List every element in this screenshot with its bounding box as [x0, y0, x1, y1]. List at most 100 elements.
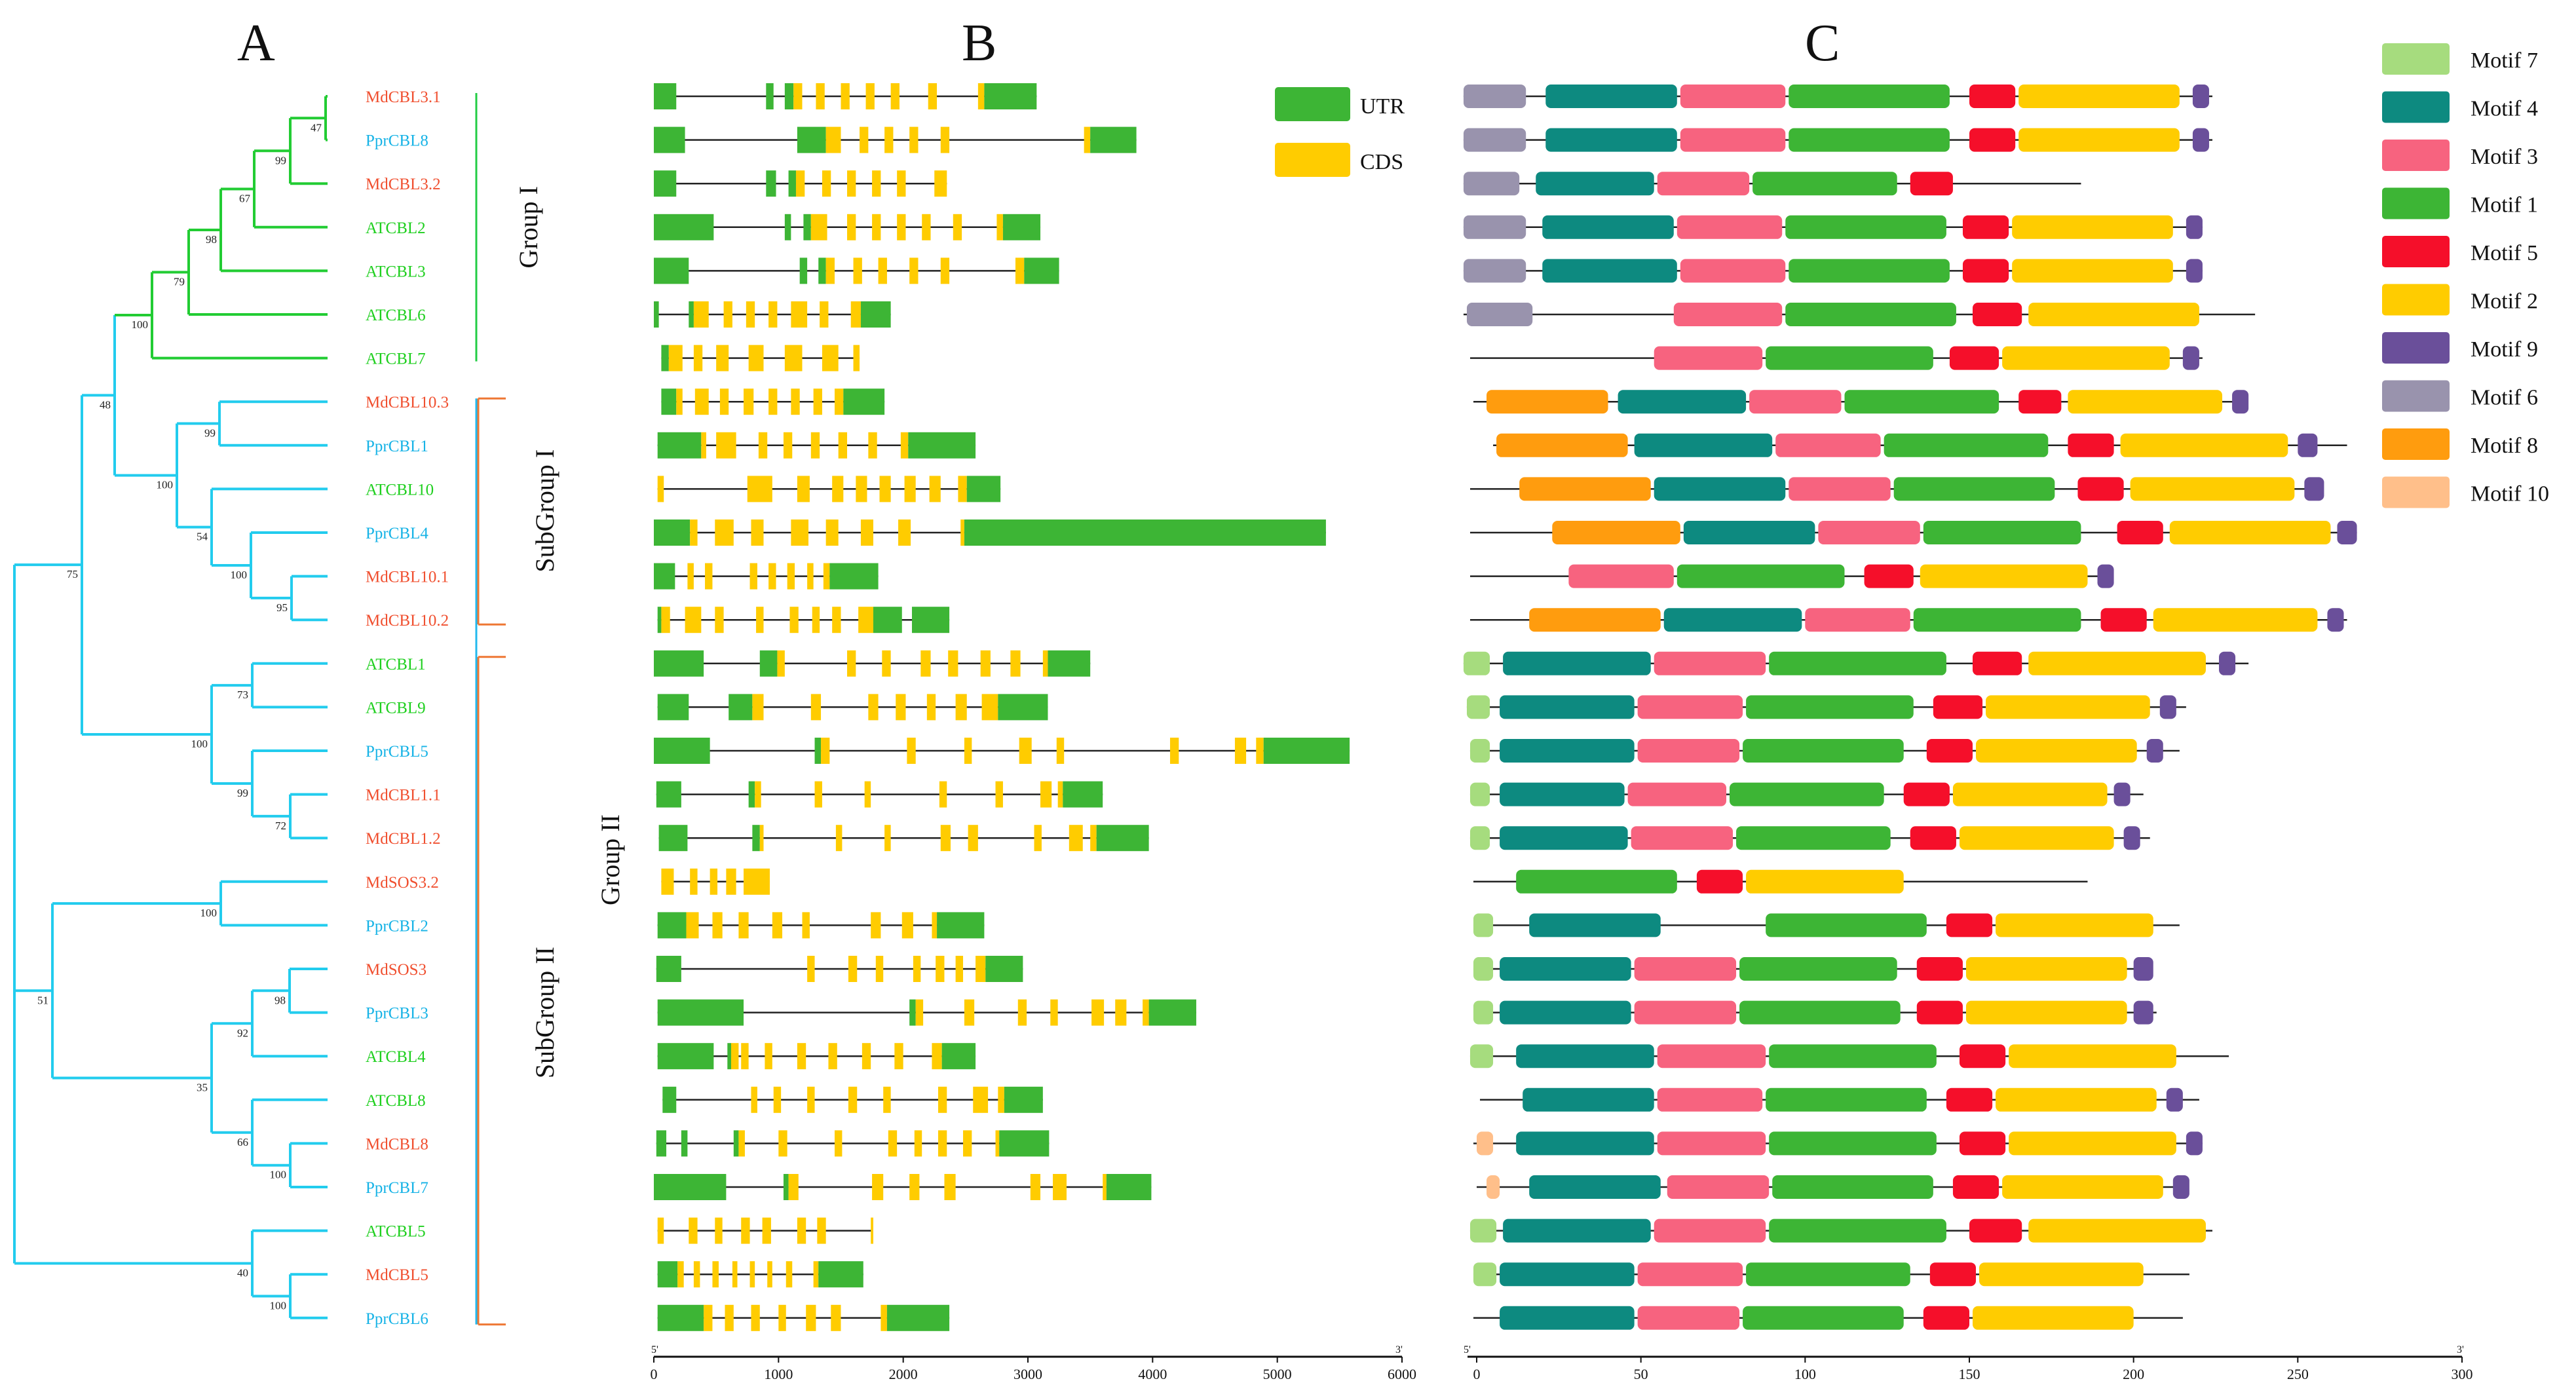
utr-block: [1148, 999, 1196, 1026]
motif-legend-label: Motif 3: [2471, 145, 2538, 169]
cds-block: [936, 956, 945, 982]
utr-block: [681, 1130, 688, 1157]
taxon-label: MdCBL1.2: [366, 830, 441, 848]
cds-block: [768, 563, 776, 590]
protein-motif-track: [1469, 477, 2324, 501]
cds-block: [661, 868, 674, 895]
cds-block: [747, 476, 772, 502]
cds-block: [1040, 781, 1052, 808]
motif-block-m1: [1923, 521, 2081, 544]
cds-block: [1084, 126, 1091, 153]
utr-block: [860, 301, 891, 328]
motif-block-m2: [2169, 521, 2331, 544]
motif-block-m4: [1516, 1131, 1654, 1156]
motif-block-m3: [1637, 695, 1743, 719]
utr-block: [818, 257, 826, 284]
cds-block: [897, 170, 906, 197]
protein-motif-track: [1463, 259, 2203, 283]
motif-block-m4: [1542, 259, 1677, 283]
motif-block-m7: [1473, 957, 1494, 981]
cds-block: [791, 388, 800, 415]
cds-block: [752, 694, 764, 721]
motif-block-m3: [1657, 172, 1750, 196]
cds-block: [934, 170, 947, 197]
utr-block: [748, 781, 755, 808]
panel-label-c: C: [1805, 14, 1840, 72]
gene-model: [657, 1043, 976, 1070]
motif-block-m1: [1844, 390, 1999, 414]
motif-block-m6: [1463, 172, 1520, 196]
motif-axis-3prime: 3': [2457, 1344, 2464, 1355]
utr-block: [998, 694, 1048, 721]
cds-block: [746, 301, 755, 328]
motif-block-m3: [1676, 215, 1783, 239]
gene-structure-panel: 0 1000 2000 3000 4000 5000 6000 5' 3' UTR CDS: [651, 83, 1416, 1382]
cds-block: [884, 126, 894, 153]
motif-block-m5: [1969, 85, 2016, 108]
utr-block: [1090, 126, 1137, 153]
protein-motif-track: [1473, 1262, 2189, 1287]
motif-legend-label: Motif 8: [2471, 434, 2538, 458]
utr-block: [759, 650, 778, 677]
taxon-label: MdCBL5: [366, 1266, 428, 1284]
bootstrap-value: 100: [270, 1169, 287, 1181]
cds-block: [741, 1043, 749, 1070]
cds-block: [694, 388, 709, 415]
gene-model: [657, 1304, 950, 1331]
motif-block-m5: [1962, 215, 2009, 239]
utr-block: [657, 912, 687, 939]
cds-block: [768, 388, 778, 415]
cds-block: [897, 214, 906, 240]
cds-block: [879, 476, 891, 502]
cds-block: [690, 868, 698, 895]
taxon-label: ATCBL4: [366, 1048, 426, 1066]
motif-block-m7: [1469, 782, 1490, 806]
motif-block-m8: [1519, 477, 1651, 501]
utr-block: [766, 83, 774, 109]
utr-block: [733, 1130, 739, 1157]
motif-block-m8: [1487, 390, 1608, 414]
protein-motif-track: [1463, 128, 2212, 152]
motif-block-m6: [1463, 128, 1526, 152]
cds-block: [758, 432, 768, 459]
motif-block-m5: [1946, 913, 1993, 937]
bootstrap-value: 95: [276, 601, 288, 614]
cds-block: [834, 388, 844, 415]
utr-block: [909, 999, 916, 1026]
protein-motif-track: [1463, 172, 2081, 196]
cds-block: [685, 607, 702, 633]
motif-block-m4: [1542, 215, 1674, 239]
cds-block: [948, 650, 958, 677]
utr-block: [873, 607, 902, 633]
gene-model: [661, 388, 885, 415]
bootstrap-value: 99: [275, 154, 286, 166]
cds-block: [995, 1130, 1000, 1157]
motif-axis-tick-label: 150: [1959, 1366, 1980, 1382]
motif-block-m2: [2018, 128, 2180, 152]
utr-block: [654, 126, 685, 153]
cds-block: [751, 1086, 757, 1113]
motif-block-m2: [2012, 259, 2173, 283]
bootstrap-value: 99: [204, 427, 216, 440]
cds-block: [789, 607, 799, 633]
utr-block: [1004, 1086, 1043, 1113]
motif-block-m1: [1766, 1087, 1927, 1112]
motif-axis-tick-label: 50: [1634, 1366, 1648, 1382]
motif-legend-swatch: [2382, 187, 2450, 219]
taxon-label: PprCBL5: [366, 743, 428, 761]
cds-block: [875, 956, 884, 982]
motif-block-m3: [1568, 564, 1674, 588]
motif-block-m4: [1500, 1262, 1635, 1287]
cds-block: [791, 520, 809, 546]
bootstrap-value: 100: [231, 569, 248, 581]
cds-block: [1256, 738, 1264, 764]
cds-block: [864, 781, 871, 808]
cds-block: [716, 432, 736, 459]
cds-block: [748, 345, 764, 371]
motif-block-m5: [1973, 303, 2022, 326]
motif-block-m9: [2327, 608, 2344, 632]
cds-block: [890, 83, 900, 109]
motif-block-m3: [1789, 477, 1891, 501]
motif-block-m2: [1979, 1262, 2144, 1287]
bootstrap-value: 79: [174, 275, 185, 288]
